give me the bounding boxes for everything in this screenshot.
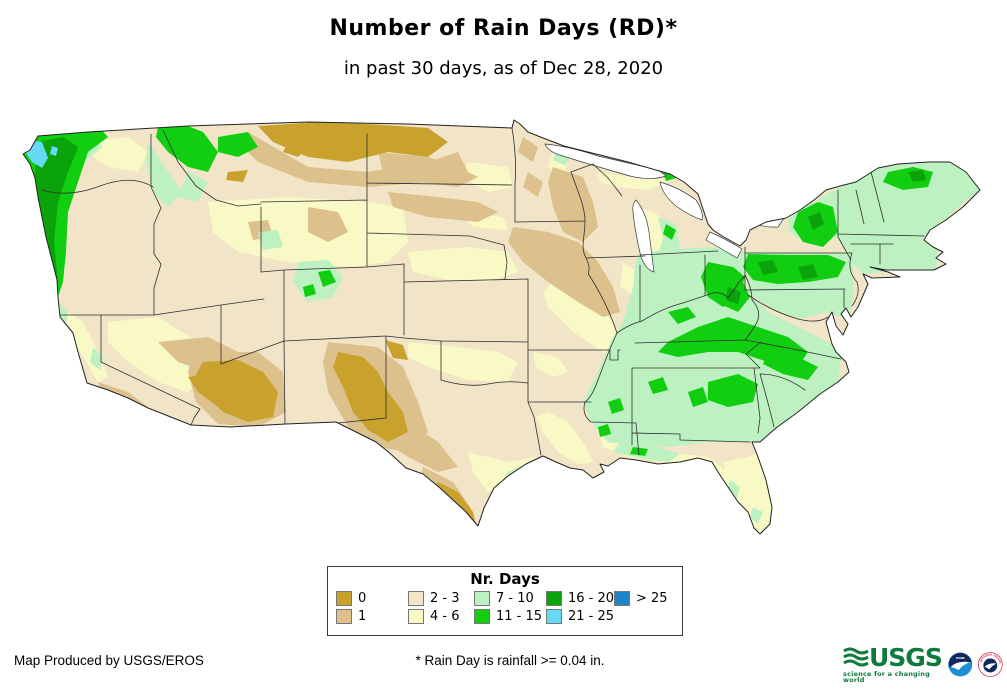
legend-swatch-3 [408, 609, 424, 624]
legend-item-5: 11 - 15 [474, 609, 546, 624]
usgs-wave-icon [843, 647, 869, 667]
nws-logo: NATIONAL WEATHER SERVICE [978, 649, 1003, 677]
legend-swatch-2 [408, 591, 424, 606]
page-subtitle: in past 30 days, as of Dec 28, 2020 [343, 58, 664, 79]
legend-swatch-0 [336, 591, 352, 606]
legend-title: Nr. Days [470, 570, 540, 588]
legend-swatch-6 [546, 591, 562, 606]
rain-0-regions [188, 122, 476, 525]
legend-item-7: 21 - 25 [546, 609, 614, 624]
usgs-wordmark: USGS [869, 642, 943, 672]
legend-label-0: 0 [358, 591, 367, 606]
lake-erie [705, 231, 743, 259]
lake-superior [544, 143, 667, 179]
legend-item-2: 2 - 3 [408, 591, 474, 606]
legend-label-3: 4 - 6 [430, 609, 460, 624]
agency-logos: USGS science for a changing world noaa N… [843, 641, 1003, 687]
legend-label-4: 7 - 10 [496, 591, 534, 606]
usgs-tagline: science for a changing world [843, 669, 930, 684]
legend-label-5: 11 - 15 [496, 609, 543, 624]
legend-box: Nr. Days 0 1 2 - 3 4 - 6 [327, 566, 683, 636]
legend-swatch-7 [546, 609, 562, 624]
map-svg [22, 119, 981, 535]
legend-label-7: 21 - 25 [568, 609, 615, 624]
us-rain-days-map [8, 112, 988, 564]
rain-day-definition-note: * Rain Day is rainfall >= 0.04 in. [415, 653, 605, 668]
legend-swatch-1 [336, 609, 352, 624]
legend-item-1: 1 [336, 609, 408, 624]
legend-swatch-8 [614, 591, 630, 606]
map-credit: Map Produced by USGS/EROS [14, 653, 204, 668]
legend-item-3: 4 - 6 [408, 609, 474, 624]
legend-label-1: 1 [358, 609, 367, 624]
legend-label-8: > 25 [636, 591, 668, 606]
noaa-wordmark: noaa [956, 656, 965, 660]
legend-swatch-4 [474, 591, 490, 606]
legend-item-4: 7 - 10 [474, 591, 546, 606]
legend-label-6: 16 - 20 [568, 591, 615, 606]
legend-item-6: 16 - 20 [546, 591, 614, 606]
usgs-logo: USGS science for a changing world [843, 642, 943, 684]
noaa-logo: noaa [948, 652, 973, 676]
legend-item-0: 0 [336, 591, 408, 606]
page-title: Number of Rain Days (RD)* [329, 16, 678, 41]
us-outline [22, 119, 981, 535]
legend-label-2: 2 - 3 [430, 591, 460, 606]
map-fill-layers [23, 120, 980, 534]
legend-swatch-5 [474, 609, 490, 624]
state-borders [41, 127, 925, 456]
lake-huron [659, 181, 703, 221]
rain-4-6-regions [66, 137, 878, 534]
legend-item-8: > 25 [614, 591, 674, 606]
lake-michigan [632, 199, 655, 273]
